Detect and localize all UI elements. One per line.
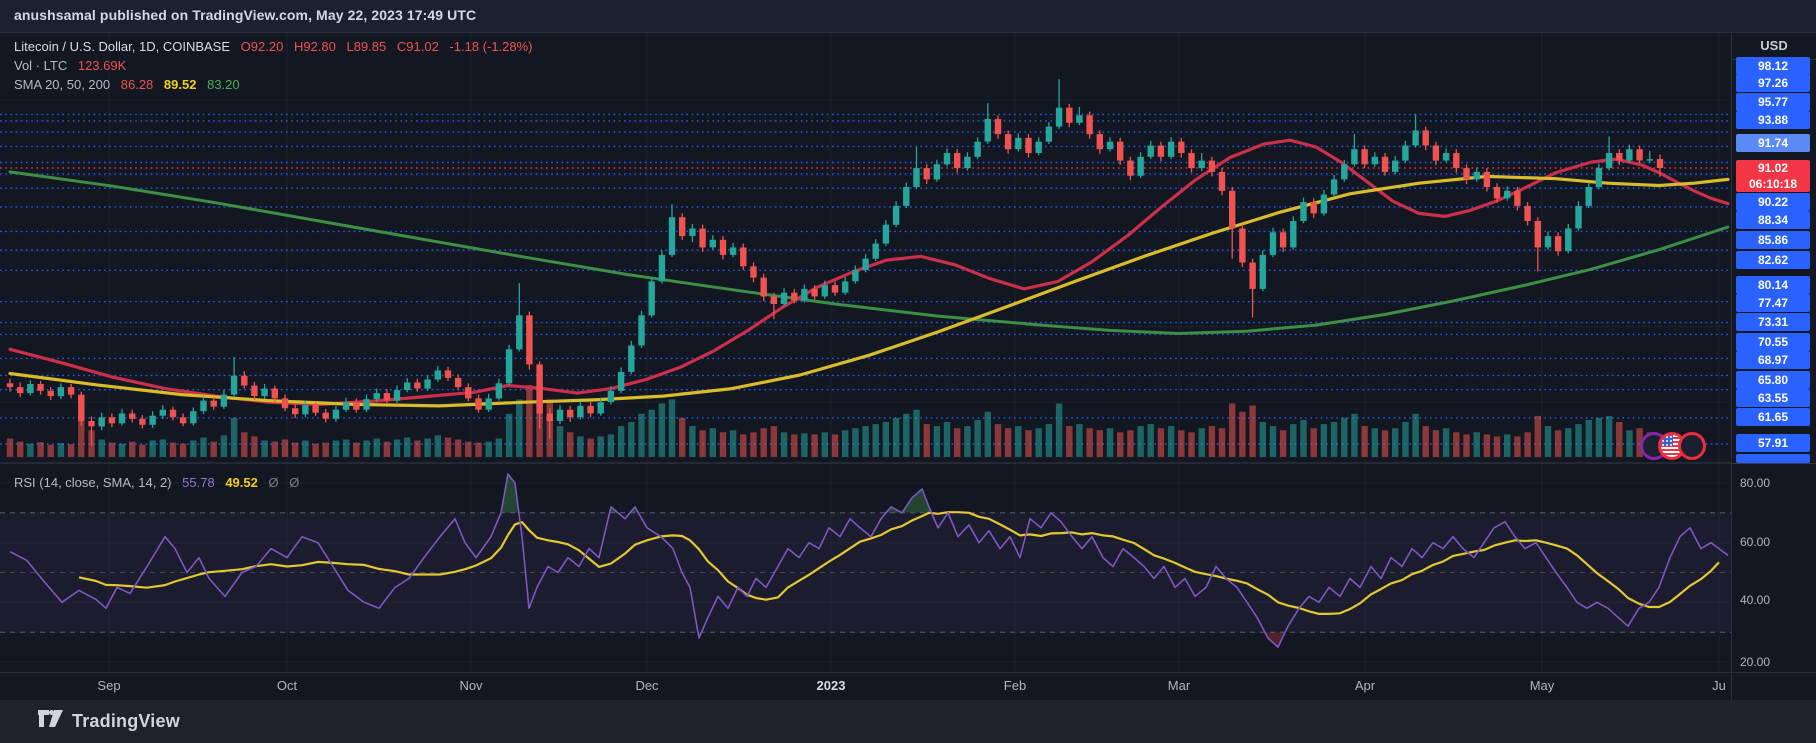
ohlc-close: C91.02	[396, 39, 439, 54]
price-level-label: 85.86	[1736, 231, 1810, 249]
time-axis-label: May	[1529, 678, 1555, 693]
rsi-ma-value: 49.52	[225, 475, 258, 490]
rsi-legend-row[interactable]: RSI (14, close, SMA, 14, 2) 55.78 49.52 …	[14, 473, 306, 492]
rsi-label: RSI (14, close, SMA, 14, 2)	[14, 475, 172, 490]
volume-label: Vol · LTC	[14, 58, 68, 73]
time-axis-label: Nov	[459, 678, 483, 693]
rsi-axis-label: 80.00	[1740, 476, 1771, 490]
price-level-label: 80.14	[1736, 276, 1810, 294]
chart-canvas[interactable]	[0, 33, 1731, 672]
price-level-label: 97.26	[1736, 74, 1810, 92]
time-axis-label: Oct	[276, 678, 298, 693]
last-price-label: 91.02 06:10:18	[1736, 160, 1810, 192]
ohlc-high: H92.80	[293, 39, 336, 54]
time-axis-label: Mar	[1167, 678, 1191, 693]
price-level-lines[interactable]	[0, 113, 1731, 445]
tradingview-logo-icon	[38, 710, 63, 727]
sma200-line[interactable]	[8, 170, 1730, 335]
publish-header-text: anushsamal published on TradingView.com,…	[14, 7, 477, 23]
tradingview-brand[interactable]: TradingView	[38, 710, 180, 732]
price-level-label: 61.65	[1736, 408, 1810, 426]
rsi-line[interactable]	[9, 473, 1729, 648]
price-level-label: 82.62	[1736, 251, 1810, 269]
price-level-label: 77.47	[1736, 294, 1810, 312]
price-level-label: 73.31	[1736, 313, 1810, 331]
price-level-label: 68.97	[1736, 351, 1810, 369]
tradingview-wordmark: TradingView	[72, 710, 180, 731]
pair-ring-icon	[1678, 432, 1706, 460]
last-price-value: 91.02	[1757, 161, 1789, 175]
volume-legend-row[interactable]: Vol · LTC 123.69K	[14, 56, 540, 75]
price-level-label: 95.77	[1736, 93, 1810, 111]
price-level-label: 57.91	[1736, 434, 1810, 452]
price-scale-currency[interactable]: USD	[1732, 33, 1816, 60]
time-axis-label: Sep	[97, 678, 121, 693]
symbol-pair-logos	[1640, 432, 1725, 466]
horizontal-gridlines	[0, 99, 1731, 403]
price-level-label: 63.55	[1736, 389, 1810, 407]
time-axis-label: Feb	[1003, 678, 1027, 693]
bar-countdown: 06:10:18	[1748, 177, 1798, 191]
price-scale[interactable]: USD 98.12 97.26 95.77 93.88 91.74 90.22 88.34 8…	[1731, 33, 1816, 700]
price-level-label: 90.22	[1736, 193, 1810, 211]
ohlc-low: L89.85	[346, 39, 387, 54]
volume-value: 123.69K	[77, 58, 127, 73]
rsi-pane-legend[interactable]: RSI (14, close, SMA, 14, 2) 55.78 49.52 …	[14, 473, 306, 492]
price-level-label: 88.34	[1736, 211, 1810, 229]
sma20-line[interactable]	[8, 138, 1730, 406]
symbol-legend-row[interactable]: Litecoin / U.S. Dollar, 1D, COINBASE O92…	[14, 37, 540, 56]
sma-legend-row[interactable]: SMA 20, 50, 200 86.28 89.52 83.20	[14, 75, 540, 94]
time-scale[interactable]: Sep Oct Nov Dec 2023 Feb Mar Apr May Ju	[0, 672, 1731, 700]
price-level-label: 65.80	[1736, 371, 1810, 389]
symbol-title: Litecoin / U.S. Dollar, 1D, COINBASE	[14, 39, 231, 54]
sma200-value: 83.20	[207, 77, 240, 92]
rsi-axis-label: 20.00	[1740, 655, 1771, 669]
vertical-gridlines	[108, 33, 1720, 672]
rsi-value: 55.78	[182, 475, 215, 490]
price-level-label	[1736, 454, 1810, 463]
time-axis-corner	[1732, 672, 1816, 673]
candlestick-series	[6, 79, 1664, 446]
time-axis-label: 2023	[816, 678, 846, 693]
time-axis-label: Apr	[1354, 678, 1376, 693]
rsi-empty-2: Ø	[289, 475, 300, 490]
rsi-empty-1: Ø	[268, 475, 279, 490]
rsi-axis-label: 60.00	[1740, 535, 1771, 549]
time-axis-label: Dec	[635, 678, 659, 693]
volume-series	[6, 385, 1664, 457]
ohlc-open: O92.20	[240, 39, 284, 54]
pane-divider-axis	[1732, 463, 1816, 464]
sma20-value: 86.28	[120, 77, 154, 92]
chart-area[interactable]: Litecoin / U.S. Dollar, 1D, COINBASE O92…	[0, 33, 1816, 700]
price-level-label: 93.88	[1736, 111, 1810, 129]
sma-label: SMA 20, 50, 200	[14, 77, 111, 92]
sma50-value: 89.52	[163, 77, 197, 92]
footer-bar: TradingView	[0, 700, 1816, 743]
ohlc-change: -1.18 (-1.28%)	[449, 39, 533, 54]
time-axis-label: Ju	[1712, 678, 1726, 693]
price-level-label: 70.55	[1736, 333, 1810, 351]
price-level-label: 98.12	[1736, 57, 1810, 75]
main-pane-legend[interactable]: Litecoin / U.S. Dollar, 1D, COINBASE O92…	[14, 37, 540, 94]
publish-header: anushsamal published on TradingView.com,…	[0, 0, 1816, 33]
price-level-label: 91.74	[1736, 134, 1810, 152]
rsi-axis-label: 40.00	[1740, 593, 1771, 607]
